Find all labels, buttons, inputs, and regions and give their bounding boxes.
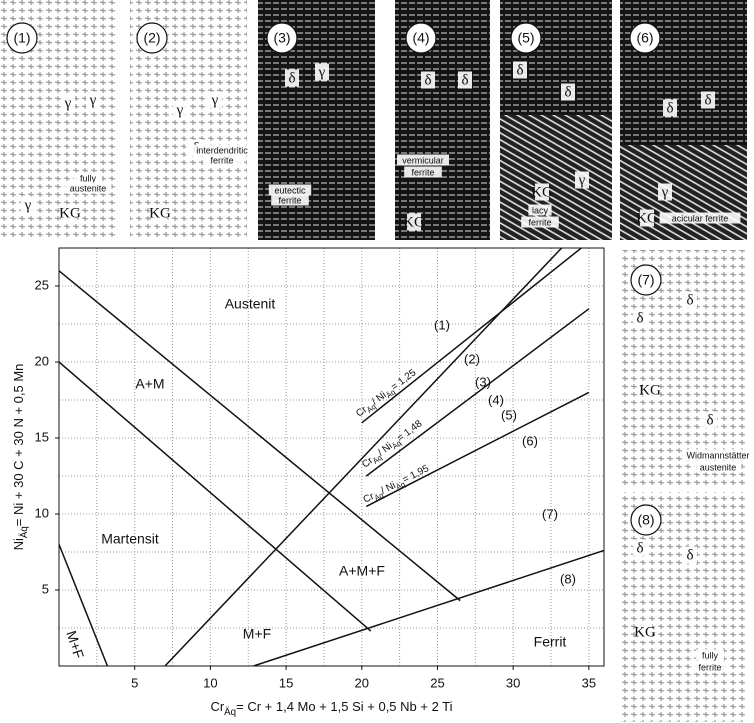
micrograph-text: γ: [578, 172, 586, 188]
micrograph-text: ferrite: [210, 155, 233, 165]
panel-label: (3): [273, 30, 290, 46]
micrograph-text: γ: [89, 92, 97, 108]
subscript: Äq: [224, 707, 236, 718]
figure: (1)γγfullyausteniteγKG(2)γγδinterdendrit…: [0, 0, 754, 723]
micrograph-text: lacy: [532, 205, 549, 215]
micrograph-text: KG: [636, 210, 658, 226]
plot-area: [59, 248, 604, 666]
micrograph-text: ferrite: [698, 662, 721, 672]
annotation: (5): [501, 407, 517, 422]
micrograph-text: δ: [636, 540, 643, 556]
y-tick-label: 20: [35, 353, 49, 368]
micrograph-text: δ: [636, 310, 643, 326]
micrograph-text: KG: [531, 184, 553, 200]
annotation: (2): [464, 351, 480, 366]
annotation: (4): [488, 392, 504, 407]
x-tick-label: 35: [582, 675, 596, 690]
x-tick-label: 30: [506, 675, 520, 690]
panel-label: (1): [13, 30, 30, 46]
micrograph-text: KG: [634, 624, 656, 640]
region-label: Austenit: [225, 296, 276, 312]
micrograph-text: δ: [461, 72, 468, 88]
micrograph-text: KG: [149, 205, 171, 221]
region-label: Martensit: [101, 531, 159, 547]
micrograph-text: δ: [686, 547, 693, 563]
region-label: Ferrit: [534, 634, 567, 650]
x-tick-label: 25: [430, 675, 444, 690]
panel-label: (7): [637, 272, 654, 288]
micrograph-text: δ: [666, 100, 673, 116]
micrograph-text: γ: [176, 102, 184, 118]
text-part: Ni: [11, 538, 26, 550]
y-axis-label: NiÄq= Ni + 30 C + 30 N + 0,5 Mn: [11, 364, 29, 551]
region-label: A+M: [135, 376, 164, 392]
micrograph-text: KG: [403, 214, 425, 230]
micrograph-text: ferrite: [278, 195, 301, 205]
text-part: Cr: [210, 699, 224, 714]
micrograph-text: ferrite: [528, 217, 551, 227]
x-tick-label: 10: [203, 675, 217, 690]
micrograph-text: δ: [686, 292, 693, 308]
micrograph-text: γ: [64, 95, 72, 111]
micrograph-text: ferrite: [411, 167, 434, 177]
text-part: = Cr + 1,4 Mo + 1,5 Si + 0,5 Nb + 2 Ti: [236, 699, 453, 714]
micrograph-text: fully: [702, 650, 719, 660]
micrograph-text: vermicular: [402, 155, 444, 165]
micrograph-text: austenite: [700, 462, 737, 472]
subscript: Äq: [19, 526, 30, 538]
annotation: (3): [475, 374, 491, 389]
micrograph-text: Widmannstätter: [686, 450, 749, 460]
y-tick-label: 10: [35, 505, 49, 520]
x-axis-label: CrÄq= Cr + 1,4 Mo + 1,5 Si + 0,5 Nb + 2 …: [210, 699, 452, 717]
micrograph-text: δ: [516, 62, 523, 78]
micrograph-text: δ: [288, 70, 295, 86]
x-tick-label: 5: [131, 675, 138, 690]
micrograph-text: δ: [424, 72, 431, 88]
region-label: A+M+F: [339, 563, 385, 579]
micrograph-text: δ: [564, 84, 571, 100]
micrograph-text: δ: [704, 92, 711, 108]
micrograph-text: interdendritic: [196, 145, 248, 155]
y-tick-label: 25: [35, 277, 49, 292]
micrograph-text: γ: [318, 64, 326, 80]
annotation: (6): [522, 433, 538, 448]
micrograph-text: γ: [211, 92, 219, 108]
micrograph-text: KG: [59, 205, 81, 221]
annotation: (8): [560, 571, 576, 586]
y-tick-label: 5: [42, 581, 49, 596]
annotation: (7): [542, 506, 558, 521]
micrograph-text: KG: [639, 382, 661, 398]
text-part: = Ni + 30 C + 30 N + 0,5 Mn: [11, 364, 26, 527]
panel-label: (2): [143, 30, 160, 46]
micrograph-text: acicular ferrite: [672, 213, 729, 223]
annotation: (1): [434, 317, 450, 332]
x-tick-label: 20: [355, 675, 369, 690]
micrograph-text: austenite: [70, 183, 107, 193]
panel-label: (5): [517, 30, 534, 46]
panel-label: (8): [637, 512, 654, 528]
y-tick-label: 15: [35, 429, 49, 444]
region-label: M+F: [243, 626, 271, 642]
micrograph-text: γ: [661, 184, 669, 200]
panel-label: (6): [636, 30, 653, 46]
panel-label: (4): [412, 30, 429, 46]
micrograph-text: fully: [80, 173, 97, 183]
micrograph-text: eutectic: [274, 185, 306, 195]
micrograph-text: δ: [706, 412, 713, 428]
x-tick-label: 15: [279, 675, 293, 690]
micrograph-text: γ: [24, 197, 32, 213]
